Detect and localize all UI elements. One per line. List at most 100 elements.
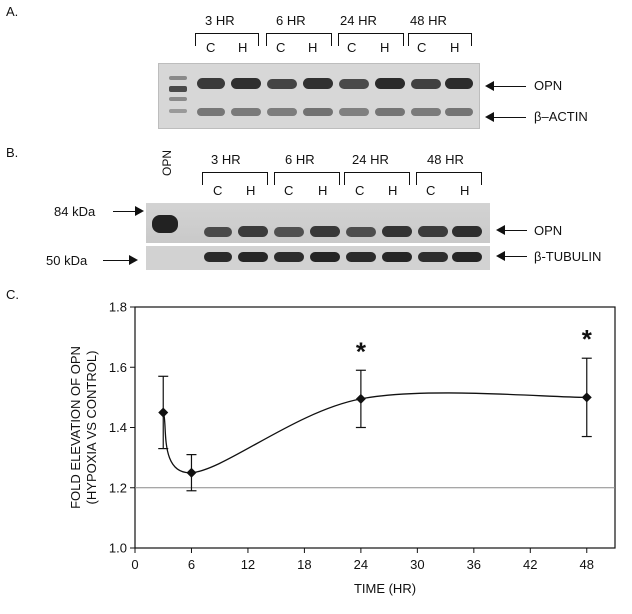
x-tick-label: 30 bbox=[410, 557, 424, 572]
opn-band bbox=[375, 78, 405, 89]
opn-band bbox=[274, 227, 304, 237]
panel-a-group-3hr: 3 HR bbox=[205, 13, 235, 28]
y-axis-label-line1: FOLD ELEVATION OF OPN bbox=[68, 346, 83, 509]
opn-band bbox=[418, 226, 448, 237]
arrow-left-icon bbox=[485, 81, 494, 91]
opn-band bbox=[411, 79, 441, 89]
tubulin-band bbox=[346, 252, 376, 262]
panel-a-letter: A. bbox=[6, 4, 19, 19]
lane-label: H bbox=[450, 40, 460, 55]
panel-a-bracket bbox=[266, 33, 332, 46]
actin-band bbox=[303, 108, 333, 116]
panel-b-bracket bbox=[344, 172, 410, 185]
marker-84kda-arrow bbox=[113, 211, 135, 212]
x-tick-label: 48 bbox=[580, 557, 594, 572]
panel-a-gel-image bbox=[158, 63, 480, 129]
lane-label: C bbox=[417, 40, 427, 55]
significance-asterisk: * bbox=[356, 336, 367, 366]
panel-b-opn-blot bbox=[146, 203, 490, 243]
lane-label: C bbox=[355, 183, 365, 198]
lane-label: H bbox=[460, 183, 470, 198]
panel-b-bracket bbox=[274, 172, 340, 185]
panel-c-letter: C. bbox=[6, 287, 19, 302]
panel-b-group-6hr: 6 HR bbox=[285, 152, 315, 167]
actin-band bbox=[445, 108, 473, 116]
marker-84kda-label: 84 kDa bbox=[54, 204, 96, 219]
panel-b-opn-label: OPN bbox=[534, 223, 563, 238]
panel-b-bracket bbox=[202, 172, 268, 185]
ladder-band bbox=[169, 86, 187, 92]
panel-a-bracket bbox=[195, 33, 259, 46]
series-line bbox=[162, 392, 587, 474]
plot-frame bbox=[134, 306, 616, 549]
x-tick-label: 24 bbox=[354, 557, 368, 572]
actin-band bbox=[197, 108, 225, 116]
opn-band bbox=[310, 226, 340, 237]
panel-b-opn-arrow bbox=[503, 230, 527, 231]
lane-label: C bbox=[276, 40, 286, 55]
y-tick-label: 1.8 bbox=[109, 300, 127, 315]
lane-label: H bbox=[388, 183, 398, 198]
data-point bbox=[186, 467, 197, 478]
tubulin-band bbox=[452, 252, 482, 262]
marker-50kda-arrow bbox=[103, 260, 129, 261]
opn-standard-band bbox=[152, 215, 178, 233]
opn-band bbox=[445, 78, 473, 89]
opn-band bbox=[267, 79, 297, 89]
y-tick-label: 1.6 bbox=[109, 360, 127, 375]
opn-band bbox=[452, 226, 482, 237]
panel-a-bracket bbox=[338, 33, 404, 46]
arrow-right-icon bbox=[129, 255, 138, 265]
significance-asterisk: * bbox=[582, 324, 593, 354]
actin-band bbox=[411, 108, 441, 116]
tubulin-band bbox=[274, 252, 304, 262]
lane-label: C bbox=[284, 183, 294, 198]
x-axis-label: TIME (HR) bbox=[354, 581, 416, 596]
lane-label: H bbox=[238, 40, 248, 55]
panel-a-actin-label: β–ACTIN bbox=[534, 109, 588, 124]
x-tick-label: 0 bbox=[131, 557, 138, 572]
panel-b-bracket bbox=[416, 172, 482, 185]
lane-label: C bbox=[347, 40, 357, 55]
panel-a-group-48hr: 48 HR bbox=[410, 13, 447, 28]
opn-band bbox=[204, 227, 232, 237]
tubulin-band bbox=[204, 252, 232, 262]
arrow-left-icon bbox=[496, 225, 505, 235]
opn-band bbox=[303, 78, 333, 89]
x-tick-label: 12 bbox=[241, 557, 255, 572]
panel-a-group-6hr: 6 HR bbox=[276, 13, 306, 28]
y-tick-label: 1.2 bbox=[109, 480, 127, 495]
x-tick-label: 18 bbox=[297, 557, 311, 572]
x-tick-label: 42 bbox=[523, 557, 537, 572]
data-point bbox=[355, 393, 366, 404]
opn-band bbox=[346, 227, 376, 237]
arrow-right-icon bbox=[135, 206, 144, 216]
data-point bbox=[581, 392, 592, 403]
panel-b-tubulin-arrow bbox=[503, 256, 527, 257]
lane-label: C bbox=[213, 183, 223, 198]
lane-label: C bbox=[426, 183, 436, 198]
opn-band bbox=[231, 78, 261, 89]
arrow-left-icon bbox=[485, 112, 494, 122]
ladder-band bbox=[169, 76, 187, 80]
lane-label: H bbox=[308, 40, 318, 55]
opn-band bbox=[382, 226, 412, 237]
ladder-band bbox=[169, 97, 187, 101]
lane-label: H bbox=[246, 183, 256, 198]
panel-b-group-24hr: 24 HR bbox=[352, 152, 389, 167]
panel-b-letter: B. bbox=[6, 145, 19, 160]
actin-band bbox=[267, 108, 297, 116]
actin-band bbox=[339, 108, 369, 116]
data-point bbox=[158, 407, 169, 418]
panel-a-opn-arrow bbox=[492, 86, 526, 87]
opn-band bbox=[197, 78, 225, 89]
tubulin-band bbox=[238, 252, 268, 262]
lane-label: H bbox=[318, 183, 328, 198]
x-tick-label: 36 bbox=[467, 557, 481, 572]
panel-a-bracket bbox=[408, 33, 472, 46]
opn-band bbox=[238, 226, 268, 237]
y-tick-label: 1.4 bbox=[109, 420, 127, 435]
tubulin-band bbox=[382, 252, 412, 262]
panel-b-group-3hr: 3 HR bbox=[211, 152, 241, 167]
